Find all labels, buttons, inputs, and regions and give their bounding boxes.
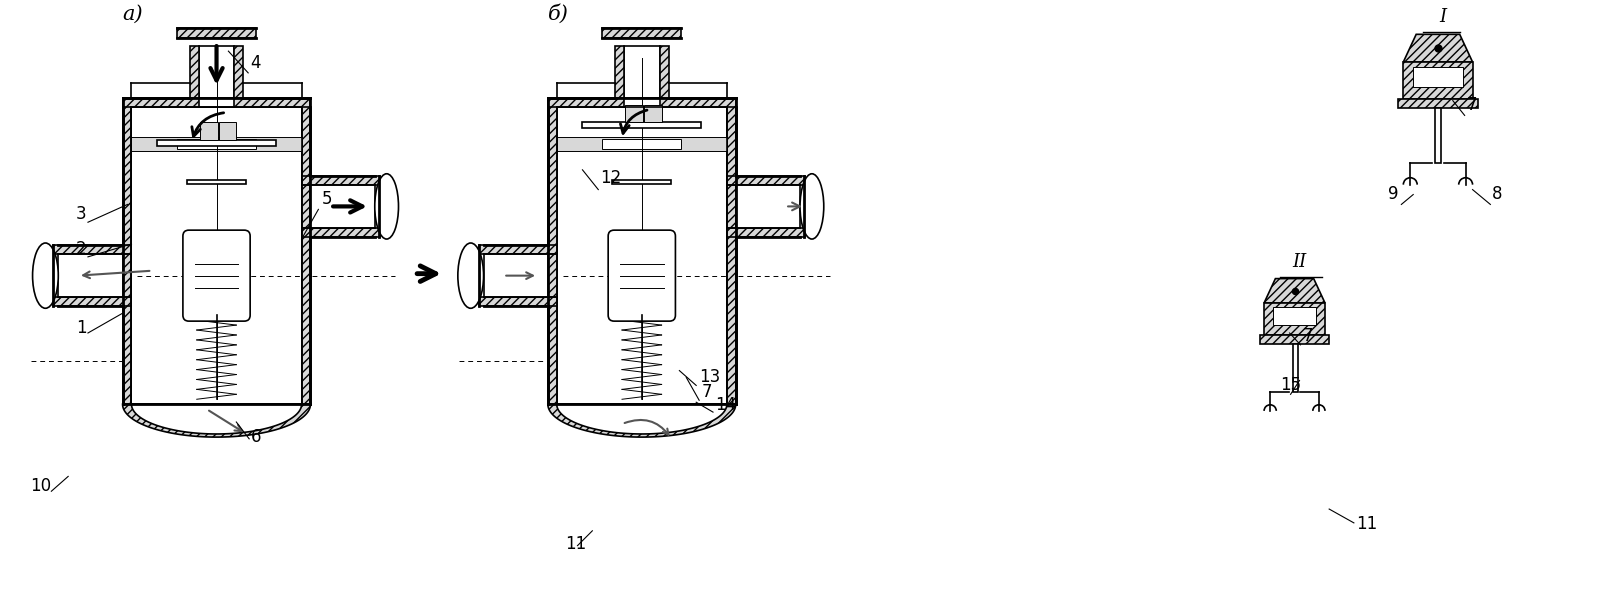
Bar: [659, 46, 669, 98]
Bar: [624, 46, 659, 98]
Text: 11: 11: [564, 535, 587, 552]
FancyBboxPatch shape: [183, 230, 251, 321]
Bar: [199, 98, 235, 107]
Bar: [302, 175, 379, 185]
Bar: [1413, 67, 1462, 87]
Bar: [53, 245, 132, 254]
Bar: [157, 140, 276, 146]
Bar: [235, 46, 243, 98]
Bar: [726, 228, 805, 237]
Bar: [612, 180, 672, 184]
Text: б): б): [548, 4, 569, 24]
Bar: [302, 228, 379, 237]
Bar: [132, 137, 302, 151]
Text: 12: 12: [601, 169, 622, 187]
Ellipse shape: [800, 174, 824, 239]
Text: 7: 7: [701, 384, 712, 401]
Bar: [177, 28, 256, 38]
Bar: [736, 185, 800, 228]
Bar: [219, 122, 236, 140]
Bar: [615, 46, 624, 98]
Bar: [484, 254, 548, 297]
Bar: [582, 122, 701, 128]
Text: 3: 3: [76, 205, 87, 223]
Bar: [479, 297, 556, 306]
Bar: [122, 98, 310, 107]
Bar: [479, 245, 556, 254]
Bar: [310, 185, 374, 228]
Bar: [1435, 109, 1441, 163]
Bar: [132, 107, 302, 404]
Text: 5: 5: [321, 191, 333, 209]
Bar: [603, 139, 681, 149]
Text: 6: 6: [251, 428, 262, 446]
Bar: [186, 180, 246, 184]
Text: 14: 14: [715, 396, 736, 414]
Bar: [603, 28, 681, 38]
Bar: [1292, 344, 1298, 392]
Text: 7: 7: [1467, 96, 1477, 115]
Text: 13: 13: [699, 368, 720, 387]
Bar: [726, 175, 805, 185]
Polygon shape: [1403, 34, 1472, 62]
Text: 8: 8: [1493, 186, 1503, 203]
Polygon shape: [1265, 279, 1326, 303]
Text: 4: 4: [251, 54, 260, 72]
Bar: [1265, 303, 1326, 335]
Bar: [548, 98, 736, 107]
Bar: [625, 104, 643, 122]
Ellipse shape: [374, 174, 399, 239]
Text: 11: 11: [1356, 515, 1377, 533]
Bar: [644, 104, 662, 122]
Bar: [556, 107, 726, 404]
Polygon shape: [122, 404, 310, 437]
Text: 10: 10: [31, 477, 51, 495]
Text: II: II: [1292, 253, 1306, 271]
Ellipse shape: [32, 243, 58, 308]
Text: 15: 15: [1279, 376, 1300, 394]
Bar: [58, 254, 122, 297]
Bar: [302, 98, 310, 404]
Bar: [1260, 335, 1329, 344]
Text: 9: 9: [1388, 186, 1400, 203]
Bar: [53, 297, 132, 306]
Bar: [190, 46, 199, 98]
Bar: [1273, 308, 1316, 325]
Text: 2: 2: [76, 240, 87, 258]
Bar: [199, 46, 235, 98]
Bar: [726, 98, 736, 404]
Bar: [177, 139, 256, 149]
Bar: [624, 98, 659, 107]
Ellipse shape: [458, 243, 484, 308]
FancyBboxPatch shape: [607, 230, 675, 321]
Text: 7: 7: [1302, 327, 1313, 345]
Bar: [1403, 62, 1472, 99]
Polygon shape: [548, 404, 736, 437]
Text: 1: 1: [76, 319, 87, 337]
Bar: [199, 122, 217, 140]
Bar: [548, 98, 556, 404]
Bar: [556, 137, 726, 151]
Text: I: I: [1440, 8, 1446, 27]
Bar: [122, 98, 132, 404]
Bar: [1398, 99, 1477, 109]
Text: а): а): [122, 4, 143, 24]
